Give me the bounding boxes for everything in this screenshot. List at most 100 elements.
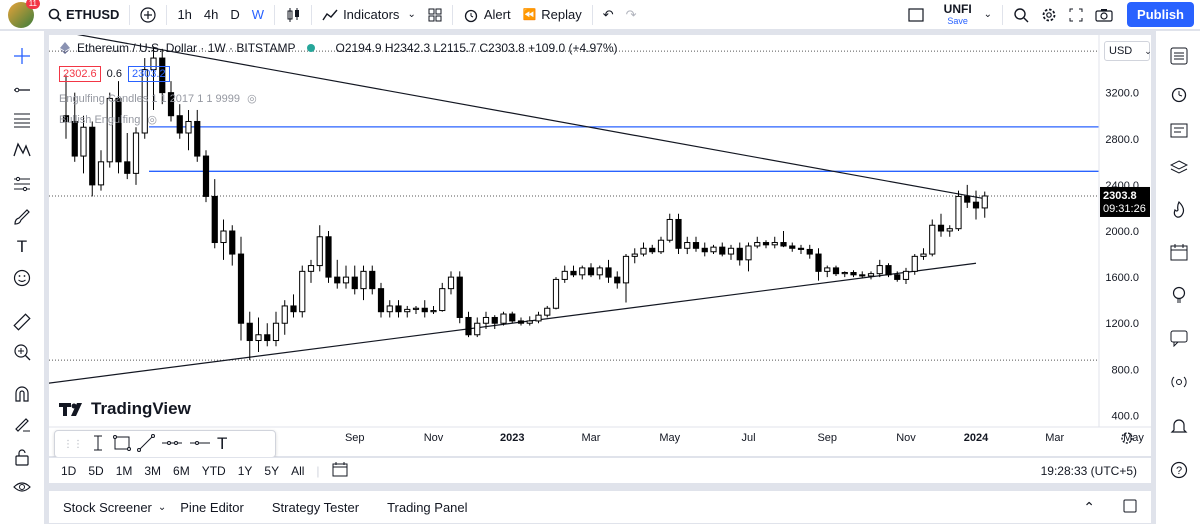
chevron-down-icon: ⌄: [983, 9, 993, 20]
interval-w[interactable]: W: [251, 7, 265, 22]
range-all[interactable]: All: [291, 463, 305, 478]
streams-icon[interactable]: [1168, 371, 1190, 393]
range-6m[interactable]: 6M: [173, 463, 190, 478]
candle-body: [421, 307, 428, 313]
range-1d[interactable]: 1D: [61, 463, 77, 478]
chat-icon[interactable]: [1168, 327, 1190, 349]
hotlists-icon[interactable]: [1168, 199, 1190, 221]
range-1y[interactable]: 1Y: [237, 463, 253, 478]
layout-menu[interactable]: UNFI Save: [938, 0, 978, 30]
tradingview-logo[interactable]: TradingView: [59, 399, 191, 419]
chart-type-button[interactable]: [279, 0, 307, 30]
interval-1h[interactable]: 1h: [177, 7, 192, 22]
ideas-icon[interactable]: [1168, 284, 1190, 306]
price-chart[interactable]: 2903.22517.5 400.0800.01200.01600.02000.…: [49, 35, 1152, 457]
trend-line-icon[interactable]: [11, 79, 33, 101]
range-ytd[interactable]: YTD: [201, 463, 226, 478]
candle-body: [649, 247, 656, 253]
candle-body: [386, 305, 393, 313]
zoom-in-icon[interactable]: [11, 341, 33, 363]
candle-body: [159, 57, 166, 94]
horizontal-ray-icon[interactable]: [161, 434, 183, 455]
maximize-panel-icon[interactable]: [1109, 499, 1151, 516]
currency-select[interactable]: USD ⌄: [1104, 41, 1151, 61]
range-1m[interactable]: 1M: [115, 463, 133, 478]
candle-body: [439, 288, 446, 312]
tab-trading-panel[interactable]: Trading Panel: [387, 499, 468, 515]
interval-4h[interactable]: 4h: [203, 7, 219, 22]
fullscreen-button[interactable]: [1063, 0, 1089, 30]
compare-symbol-button[interactable]: [134, 0, 162, 30]
candle-body: [754, 242, 761, 247]
tab-pine-editor[interactable]: Pine Editor: [180, 499, 244, 515]
lock-drawing-icon[interactable]: [11, 413, 33, 435]
notifications-icon[interactable]: [1168, 415, 1190, 437]
undo-button[interactable]: ↶: [597, 0, 620, 30]
candle-body: [841, 272, 848, 275]
ruler-icon[interactable]: [11, 311, 33, 333]
text-icon[interactable]: T: [16, 237, 28, 256]
magnet-icon[interactable]: [11, 383, 33, 405]
prediction-icon[interactable]: [11, 173, 33, 195]
candle-body: [97, 161, 105, 186]
axis-settings-icon[interactable]: [1121, 432, 1133, 444]
layouts-button[interactable]: [422, 0, 448, 30]
tab-stock-screener[interactable]: Stock Screener: [63, 499, 152, 515]
candle-body: [299, 270, 306, 313]
ask-price[interactable]: 2303.2: [127, 66, 170, 82]
timezone-clock[interactable]: 19:28:33 (UTC+5): [1040, 463, 1137, 478]
horizontal-line-icon[interactable]: [189, 434, 211, 455]
indicator-bullish-engulfing[interactable]: Bullish Engulfing ◎: [59, 113, 157, 126]
rectangle-icon[interactable]: [113, 434, 131, 455]
eye-off-icon[interactable]: ◎: [147, 114, 158, 126]
candle-body: [167, 92, 175, 117]
candle-body: [815, 253, 822, 272]
replay-button[interactable]: ⏪ Replay: [517, 0, 588, 30]
bottom-panel: Stock Screener ⌄ Pine Editor Strategy Te…: [48, 490, 1152, 524]
indicators-button[interactable]: Indicators ⌄: [316, 0, 422, 30]
alert-label: Alert: [483, 7, 511, 22]
go-to-date-button[interactable]: [326, 461, 354, 480]
interval-d[interactable]: D: [230, 7, 240, 22]
layers-icon[interactable]: [1168, 157, 1190, 179]
eye-icon[interactable]: [11, 476, 33, 498]
indicator-engulfing-candles[interactable]: Engulfing Candles 1 1 2017 1 1 9999 ◎: [59, 92, 257, 105]
drag-handle-icon[interactable]: ⋮⋮: [63, 438, 83, 450]
settings-button[interactable]: [1035, 0, 1063, 30]
alert-button[interactable]: Alert: [457, 0, 517, 30]
fullscreen-toggle[interactable]: [902, 0, 930, 30]
user-avatar[interactable]: 11: [8, 0, 40, 28]
symbol-title[interactable]: Ethereum / U.S. Dollar · 1W · BITSTAMP: [77, 41, 296, 55]
collapse-panel-icon[interactable]: ⌃: [1083, 498, 1095, 515]
publish-button[interactable]: Publish: [1127, 2, 1194, 27]
range-5y[interactable]: 5Y: [264, 463, 280, 478]
text-cursor-icon[interactable]: [89, 434, 107, 455]
fib-tools-icon[interactable]: [11, 109, 33, 131]
pattern-icon[interactable]: [11, 139, 33, 161]
help-icon[interactable]: ?: [1168, 459, 1190, 481]
range-3m[interactable]: 3M: [144, 463, 162, 478]
data-window-icon[interactable]: [1168, 119, 1190, 141]
bid-price[interactable]: 2302.6: [59, 66, 101, 82]
redo-button[interactable]: ↷: [620, 0, 643, 30]
snapshot-button[interactable]: [1089, 0, 1119, 30]
ethereum-icon: [60, 42, 70, 54]
screener-chevron-icon[interactable]: ⌄: [157, 501, 167, 513]
symbol-search[interactable]: ETHUSD: [42, 0, 125, 30]
smiley-icon[interactable]: [11, 267, 33, 289]
layout-chevron[interactable]: ⌄: [978, 0, 998, 30]
candle-body: [482, 316, 490, 324]
eye-off-icon[interactable]: ◎: [247, 93, 257, 105]
alerts-icon[interactable]: [1168, 83, 1190, 105]
text-icon[interactable]: T: [217, 434, 228, 453]
calendar-icon[interactable]: [1168, 241, 1190, 263]
watchlist-icon[interactable]: [1168, 45, 1190, 67]
range-5d[interactable]: 5D: [88, 463, 104, 478]
tab-strategy-tester[interactable]: Strategy Tester: [271, 499, 360, 515]
brush-icon[interactable]: [11, 206, 33, 228]
trend-line-icon[interactable]: [137, 433, 155, 455]
lock-icon[interactable]: [11, 446, 33, 468]
crosshair-icon[interactable]: [11, 45, 33, 67]
chart-pane[interactable]: 2903.22517.5 400.0800.01200.01600.02000.…: [48, 34, 1152, 457]
quick-search-button[interactable]: [1007, 0, 1035, 30]
